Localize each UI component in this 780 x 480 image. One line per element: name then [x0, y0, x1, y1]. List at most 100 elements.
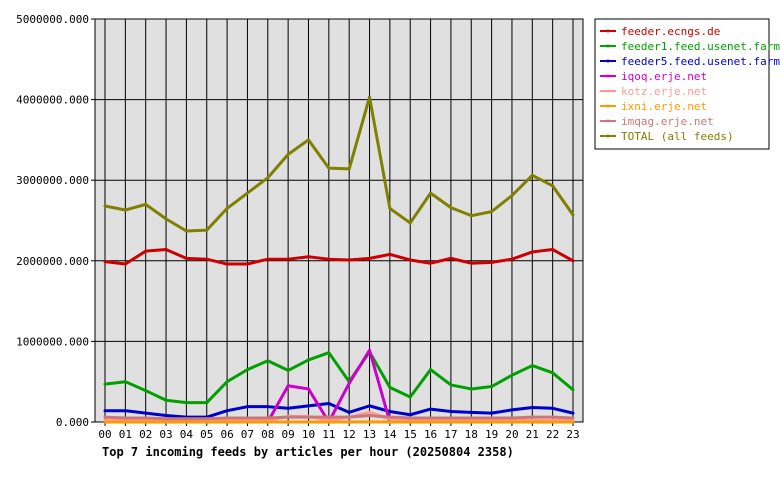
data-point: [123, 208, 127, 212]
legend-marker: [606, 29, 610, 33]
data-point: [225, 262, 229, 266]
series-line: [104, 248, 574, 266]
data-point: [306, 415, 310, 419]
data-point: [530, 420, 534, 424]
y-tick-label: 5000000.000: [16, 13, 89, 26]
data-point: [571, 416, 575, 420]
data-point: [530, 364, 534, 368]
data-point: [490, 416, 494, 420]
data-point: [205, 420, 209, 424]
data-point: [123, 420, 127, 424]
data-point: [429, 416, 433, 420]
data-point: [347, 167, 351, 171]
plot-background: [94, 18, 584, 423]
x-tick-label: 08: [261, 428, 274, 441]
data-point: [510, 373, 514, 377]
x-tick-label: 07: [241, 428, 254, 441]
data-point: [286, 420, 290, 424]
y-tick-label: 3000000.000: [16, 174, 89, 187]
data-point: [368, 420, 372, 424]
data-point: [103, 204, 107, 208]
x-tick-label: 21: [526, 428, 539, 441]
data-point: [103, 415, 107, 419]
data-point: [429, 191, 433, 195]
x-tick-label: 02: [139, 428, 152, 441]
data-point: [225, 420, 229, 424]
data-point: [266, 416, 270, 420]
data-point: [388, 206, 392, 210]
data-point: [408, 420, 412, 424]
data-point: [469, 261, 473, 265]
data-point: [368, 414, 372, 418]
x-tick-label: 04: [180, 428, 194, 441]
data-point: [144, 202, 148, 206]
data-point: [164, 417, 168, 421]
data-point: [144, 411, 148, 415]
data-point: [429, 261, 433, 265]
data-point: [225, 416, 229, 420]
legend-label: feeder5.feed.usenet.farm: [621, 55, 780, 68]
data-point: [490, 420, 494, 424]
data-point: [449, 416, 453, 420]
data-point: [327, 166, 331, 170]
data-point: [469, 416, 473, 420]
data-point: [327, 257, 331, 261]
series-lines: [103, 95, 575, 424]
data-point: [306, 255, 310, 259]
data-point: [184, 256, 188, 260]
data-point: [225, 206, 229, 210]
y-tick-label: 2000000.000: [16, 255, 89, 268]
data-point: [184, 420, 188, 424]
data-point: [551, 371, 555, 375]
data-point: [510, 194, 514, 198]
data-point: [429, 368, 433, 372]
y-axis-labels: 0.000 1000000.000 2000000.000 3000000.000 40…: [16, 13, 89, 429]
x-tick-label: 03: [159, 428, 172, 441]
x-tick-label: 00: [98, 428, 111, 441]
data-point: [286, 415, 290, 419]
data-point: [347, 381, 351, 385]
data-point: [225, 409, 229, 413]
y-tick-label: 0.000: [56, 416, 89, 429]
legend-label: iqoq.erje.net: [621, 70, 707, 83]
data-point: [490, 385, 494, 389]
data-point: [144, 416, 148, 420]
data-point: [571, 213, 575, 217]
data-point: [530, 250, 534, 254]
data-point: [449, 206, 453, 210]
data-point: [245, 262, 249, 266]
data-point: [123, 262, 127, 266]
data-point: [490, 210, 494, 214]
x-tick-label: 11: [322, 428, 335, 441]
x-tick-label: 15: [404, 428, 417, 441]
data-point: [368, 256, 372, 260]
data-point: [551, 406, 555, 410]
data-point: [103, 260, 107, 264]
data-point: [469, 420, 473, 424]
data-point: [510, 416, 514, 420]
data-point: [571, 420, 575, 424]
data-point: [306, 138, 310, 142]
data-point: [327, 351, 331, 355]
legend-marker: [606, 59, 610, 63]
data-point: [388, 415, 392, 419]
x-tick-label: 17: [444, 428, 457, 441]
data-point: [490, 260, 494, 264]
data-point: [408, 395, 412, 399]
legend-marker: [606, 134, 610, 138]
data-point: [551, 184, 555, 188]
data-point: [245, 405, 249, 409]
data-point: [510, 257, 514, 261]
data-point: [368, 95, 372, 99]
data-point: [327, 415, 331, 419]
data-point: [123, 409, 127, 413]
data-point: [530, 173, 534, 177]
data-point: [164, 414, 168, 418]
data-point: [123, 380, 127, 384]
data-point: [266, 176, 270, 180]
data-point: [286, 368, 290, 372]
data-point: [245, 191, 249, 195]
data-point: [449, 420, 453, 424]
data-point: [144, 249, 148, 253]
x-tick-label: 01: [119, 428, 132, 441]
